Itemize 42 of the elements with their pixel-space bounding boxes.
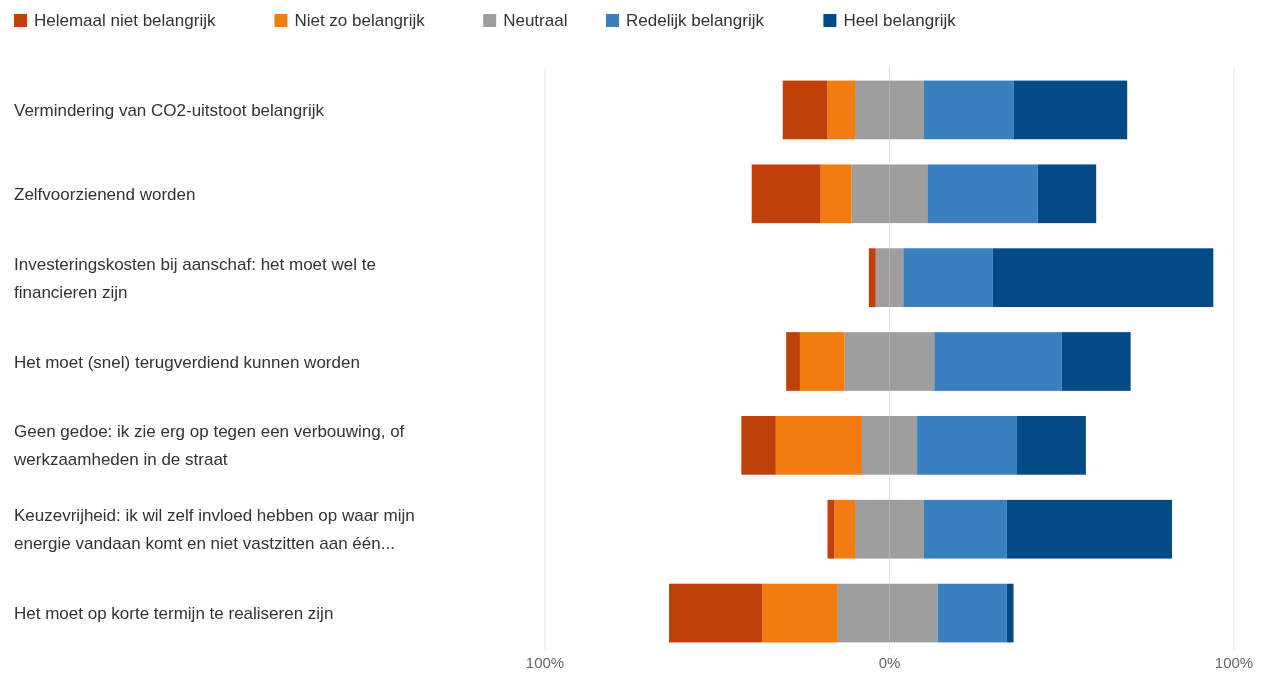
y-tick-label: Investeringskosten bij aanschaf: het moet wel te financieren zijn (14, 254, 376, 302)
y-tick-label: Het moet op korte termijn te realiseren zijn (14, 604, 334, 624)
bar (992, 248, 1214, 307)
y-tick-label: Het moet (snel) terugverdiend kunnen worden (14, 352, 360, 372)
bar (741, 416, 776, 475)
bar (751, 164, 821, 224)
x-tick-label: 100% (525, 654, 565, 671)
bar (1006, 583, 1014, 643)
bar (923, 499, 1007, 559)
bar (820, 164, 852, 224)
bar (937, 583, 1007, 643)
bar (669, 583, 763, 643)
bar (903, 248, 993, 307)
bar (923, 80, 1014, 140)
bar (782, 80, 828, 140)
bar (762, 583, 838, 643)
legend-label: Helemaal niet belangrijk (34, 11, 216, 30)
bar (775, 416, 862, 475)
bar (799, 332, 845, 391)
bar (1037, 164, 1097, 224)
bar (827, 499, 835, 559)
legend-label: Redelijk belangrijk (626, 11, 765, 30)
legend-label: Neutraal (503, 11, 568, 30)
y-tick-label: Vermindering van CO2-uitstoot belangrijk (14, 100, 325, 120)
bar (1006, 499, 1172, 559)
legend-label: Niet zo belangrijk (294, 11, 426, 30)
bar (927, 164, 1038, 224)
x-tick-label: 0% (878, 654, 901, 671)
bar (917, 416, 1017, 475)
bar (1061, 332, 1131, 391)
bar (934, 332, 1062, 391)
bar (827, 80, 856, 140)
bar (868, 248, 876, 307)
bar (786, 332, 800, 391)
y-tick-label: Geen gedoe: ik zie erg op tegen een verbouwing, of werkzaamheden in de straat (13, 422, 405, 470)
bar (834, 499, 856, 559)
bar (1013, 80, 1128, 140)
legend-label: Heel belangrijk (843, 11, 957, 30)
x-tick-label: 100% (1214, 654, 1254, 671)
y-tick-label: Keuzevrijheid: ik wil zelf invloed hebben op waar mijn energie vandaan komt en niet vastzitten aan één... (14, 506, 415, 554)
bar (1016, 416, 1086, 475)
y-tick-label: Zelfvoorzienend worden (14, 184, 196, 204)
